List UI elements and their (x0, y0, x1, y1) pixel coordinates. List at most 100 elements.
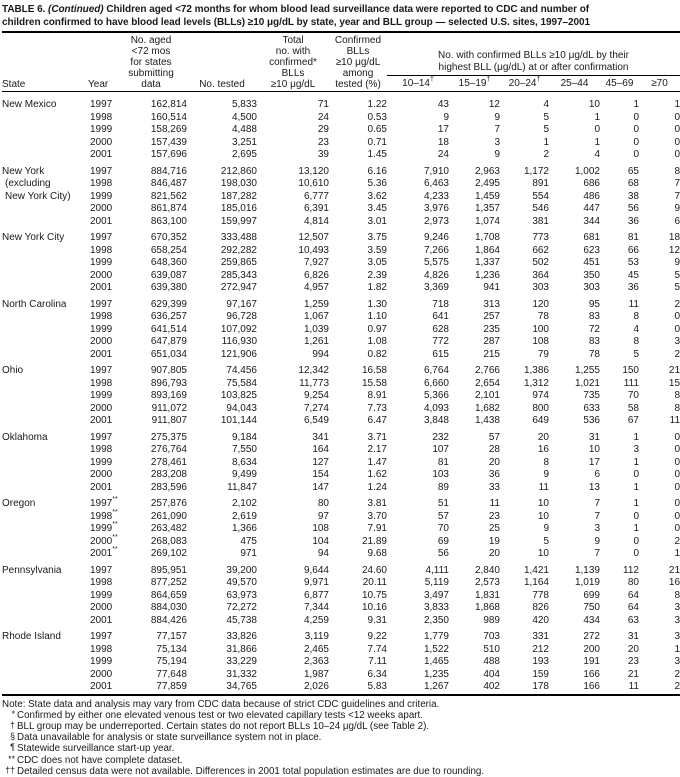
value-cell: 2 (674, 348, 680, 360)
value-cell: 0.82 (367, 348, 387, 360)
year-cell: 1997 (88, 162, 115, 179)
value-cell: 623 (583, 244, 600, 256)
value-cell: 36 (627, 215, 639, 227)
value-cell: 158,269 (150, 124, 187, 135)
value-cell: 0 (674, 456, 680, 468)
value-cell: 23 (627, 656, 639, 667)
value-cell: 0 (633, 149, 639, 160)
value-cell: 6.16 (367, 165, 387, 177)
value-cell: 5 (633, 348, 639, 360)
value-cell: 1,337 (474, 257, 500, 268)
year-cell: 1998** (88, 509, 118, 524)
value-cell: 11,847 (227, 481, 257, 493)
value-cell: 10 (537, 498, 549, 509)
value-cell: 911,807 (151, 415, 187, 426)
value-cell: 19 (488, 535, 500, 547)
value-cell: 8 (543, 456, 549, 468)
value-cell: 2 (674, 668, 680, 680)
value-cell: 10,493 (298, 244, 329, 256)
table-row: Ohio 1997 907,805 74,456 12,342 16.58 6,764 2,7… (2, 361, 680, 378)
value-cell: 5 (543, 124, 549, 135)
value-cell: 263,482 (150, 523, 187, 534)
year-cell: 1999 (88, 390, 115, 403)
table-row: 1998 276,764 7,550 164 2.17 107 28 16 10 3 0 (2, 444, 680, 457)
value-cell: 13 (588, 481, 600, 493)
value-cell: 3,251 (231, 136, 257, 148)
value-cell: 331 (532, 631, 549, 642)
value-cell: 7,266 (423, 244, 449, 256)
value-cell: 69 (437, 535, 449, 547)
state-cell: New York (excluding New York City) (2, 162, 88, 229)
value-cell: 0 (633, 469, 639, 480)
value-cell: 157,696 (150, 149, 187, 160)
value-cell: 9,499 (231, 469, 257, 480)
year-cell: 1998 (88, 178, 115, 191)
year-value: 2001 (90, 282, 113, 293)
value-cell: 68 (627, 178, 639, 189)
value-cell: 212,860 (220, 165, 257, 177)
value-cell: 7.74 (367, 643, 387, 655)
value-cell: 3 (674, 336, 680, 347)
footnote-text: BLL group may be underreported. Certain … (17, 720, 430, 732)
value-cell: 12,342 (298, 365, 329, 376)
value-cell: 65 (627, 165, 639, 177)
table-row: 1998 896,793 75,584 11,773 15.58 6,660 2,654 1,… (2, 378, 680, 391)
value-cell: 283,596 (150, 481, 187, 493)
value-cell: 554 (532, 190, 549, 202)
value-cell: 6,660 (423, 377, 449, 389)
value-cell: 9.68 (367, 548, 387, 559)
year-cell: 2001 (88, 615, 115, 628)
table-row: 2001 157,696 2,695 39 1.45 24 9 2 4 0 0 (2, 149, 680, 162)
year-value: 1998 (90, 311, 113, 322)
value-cell: 5 (543, 111, 549, 123)
col-group-header-bll: No. with confirmed BLLs ≥10 μg/dL by the… (387, 32, 680, 76)
surveillance-data-table: State Year No. aged <72 mos for states s… (2, 31, 680, 696)
value-cell: 0 (674, 498, 680, 509)
year-cell: 1999 (88, 191, 115, 204)
value-cell: 1,267 (423, 681, 449, 692)
footnote-text: Data unavailable for analysis or state s… (17, 732, 322, 744)
value-cell: 2,363 (303, 656, 329, 667)
table-row: 1999 641,514 107,092 1,039 0.97 628 235 100 72 4 0 (2, 324, 680, 337)
value-cell: 5,575 (423, 257, 449, 268)
value-cell: 101,144 (220, 415, 257, 426)
value-cell: 150 (622, 365, 639, 376)
year-cell: 1999 (88, 324, 115, 337)
value-cell: 3 (674, 656, 680, 667)
value-cell: 1,074 (474, 215, 500, 227)
value-cell: 56 (437, 548, 449, 559)
value-cell: 648,360 (150, 257, 187, 268)
col-header-bll-10-14: 10–14† (387, 75, 449, 92)
value-cell: 402 (483, 681, 500, 692)
value-cell: 96,728 (226, 311, 257, 322)
value-cell: 3,833 (423, 602, 449, 613)
year-cell: 1999 (88, 257, 115, 270)
value-cell: 2,973 (423, 215, 449, 227)
value-cell: 994 (312, 348, 329, 360)
value-cell: 57 (437, 510, 449, 522)
value-cell: 212 (532, 643, 549, 655)
value-cell: 51 (437, 498, 449, 509)
year-value: 2001 (90, 481, 113, 493)
value-cell: 6.34 (367, 668, 387, 680)
value-cell: 11 (628, 298, 639, 310)
table-row: 2001 77,859 34,765 2,026 5.83 1,267 402 178 166 1… (2, 681, 680, 695)
bll-range-label: 15–19 (458, 78, 487, 89)
value-cell: 13,120 (298, 165, 329, 177)
value-cell: 7 (594, 548, 600, 559)
value-cell: 24.60 (361, 564, 387, 576)
year-value: 2000 (90, 668, 113, 680)
value-cell: 778 (532, 589, 549, 601)
col-header-total-confirmed: Total no. with confirmed* BLLs ≥10 μg/dL (257, 32, 329, 92)
year-value: 1997 (90, 165, 113, 177)
value-cell: 3.71 (367, 431, 387, 443)
state-name-line: Ohio (2, 365, 24, 376)
value-cell: 1,259 (303, 298, 329, 310)
value-cell: 0 (674, 444, 680, 455)
value-cell: 502 (532, 257, 549, 268)
value-cell: 75,134 (156, 643, 187, 655)
value-cell: 2 (674, 298, 680, 310)
year-value: 2001 (90, 215, 113, 227)
state-name-line: Oregon (2, 498, 36, 509)
value-cell: 283,208 (150, 469, 187, 480)
